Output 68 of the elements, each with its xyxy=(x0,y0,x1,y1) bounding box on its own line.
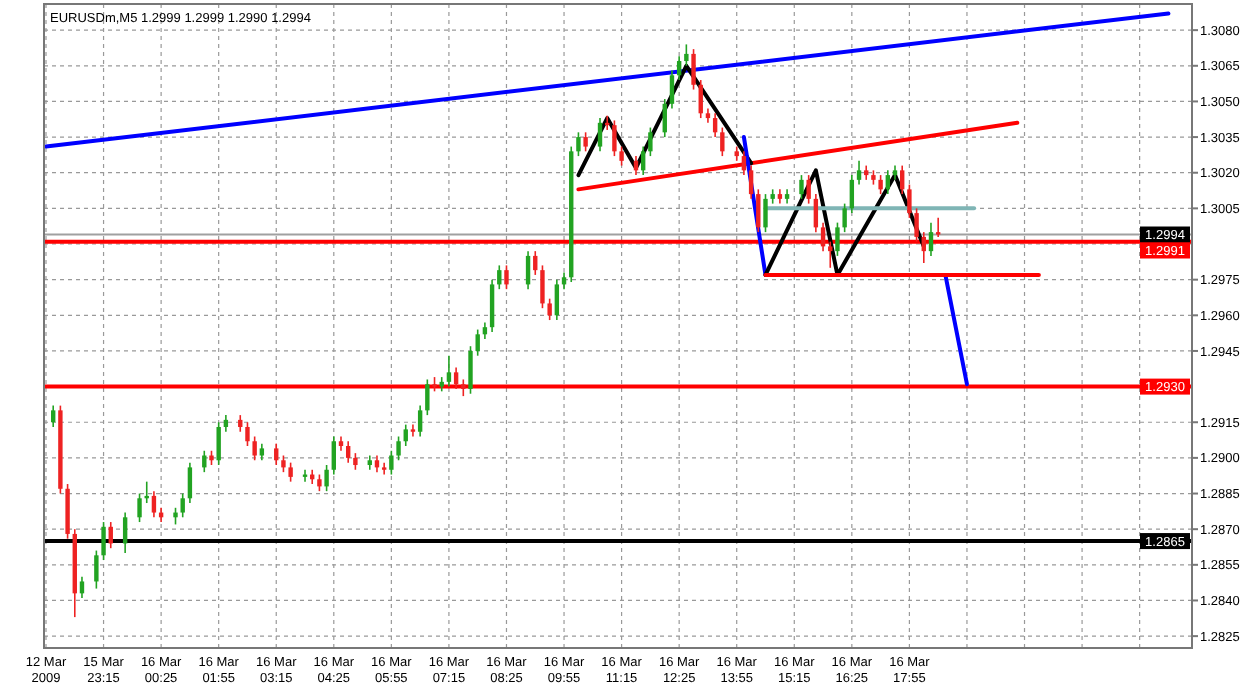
line-series xyxy=(763,168,926,277)
candlestick xyxy=(475,328,480,357)
candlestick xyxy=(468,345,473,395)
candlestick xyxy=(137,492,142,523)
candlestick xyxy=(396,435,401,462)
candlestick xyxy=(403,423,408,447)
candlestick xyxy=(698,79,703,119)
candlestick xyxy=(935,217,941,238)
candlestick xyxy=(799,174,804,200)
candlestick xyxy=(820,221,826,252)
candlestick xyxy=(101,521,106,561)
candlestick xyxy=(684,43,689,67)
candlestick xyxy=(446,354,452,388)
candlestick xyxy=(94,549,99,590)
candlestick xyxy=(122,511,128,554)
candlestick xyxy=(900,164,905,195)
candlestick xyxy=(554,278,560,321)
candlestick xyxy=(252,435,257,462)
candlestick xyxy=(648,126,653,157)
candlestick xyxy=(756,188,761,233)
candlestick xyxy=(640,145,646,176)
candlestick xyxy=(324,464,329,492)
candlestick xyxy=(417,404,423,438)
candlestick xyxy=(763,193,768,233)
candlestick xyxy=(331,435,336,476)
candlestick xyxy=(288,461,293,483)
candlestick xyxy=(619,145,624,167)
candlestick xyxy=(662,98,667,138)
candlestick xyxy=(907,183,912,219)
candlestick xyxy=(525,250,531,290)
candlestick xyxy=(51,404,56,428)
candlestick xyxy=(410,423,416,438)
candlestick xyxy=(151,490,157,519)
candlestick xyxy=(453,366,459,390)
candlestick xyxy=(878,174,883,195)
candlestick xyxy=(274,442,279,466)
candlestick xyxy=(489,278,495,333)
line-series xyxy=(576,63,754,178)
candlestick xyxy=(828,240,833,269)
candlestick xyxy=(425,378,430,416)
candlestick xyxy=(345,440,351,464)
candlestick xyxy=(835,221,840,257)
candlestick xyxy=(928,221,934,257)
candlestick xyxy=(547,297,552,321)
candlestick xyxy=(720,126,725,157)
candlestick xyxy=(691,48,696,91)
candlestick xyxy=(389,449,394,476)
candlestick xyxy=(806,174,811,205)
candlestick xyxy=(576,131,581,157)
candlestick xyxy=(813,193,819,233)
candlestick xyxy=(540,264,545,309)
candlestick xyxy=(669,69,675,110)
candlestick xyxy=(612,119,617,157)
candlestick xyxy=(79,575,85,599)
candlestick xyxy=(216,421,221,466)
candlestick xyxy=(381,461,387,476)
candlestick xyxy=(504,264,509,290)
candlestick xyxy=(180,492,185,519)
candlestick xyxy=(65,483,70,540)
candlestick xyxy=(583,131,588,153)
candlestick xyxy=(187,461,193,504)
candlestick xyxy=(856,160,862,186)
candlestick xyxy=(842,202,847,233)
candlestick xyxy=(597,117,603,153)
candlestick xyxy=(245,421,250,447)
candlestick xyxy=(748,164,754,200)
candlestick xyxy=(849,174,855,214)
candlestick xyxy=(914,207,919,243)
